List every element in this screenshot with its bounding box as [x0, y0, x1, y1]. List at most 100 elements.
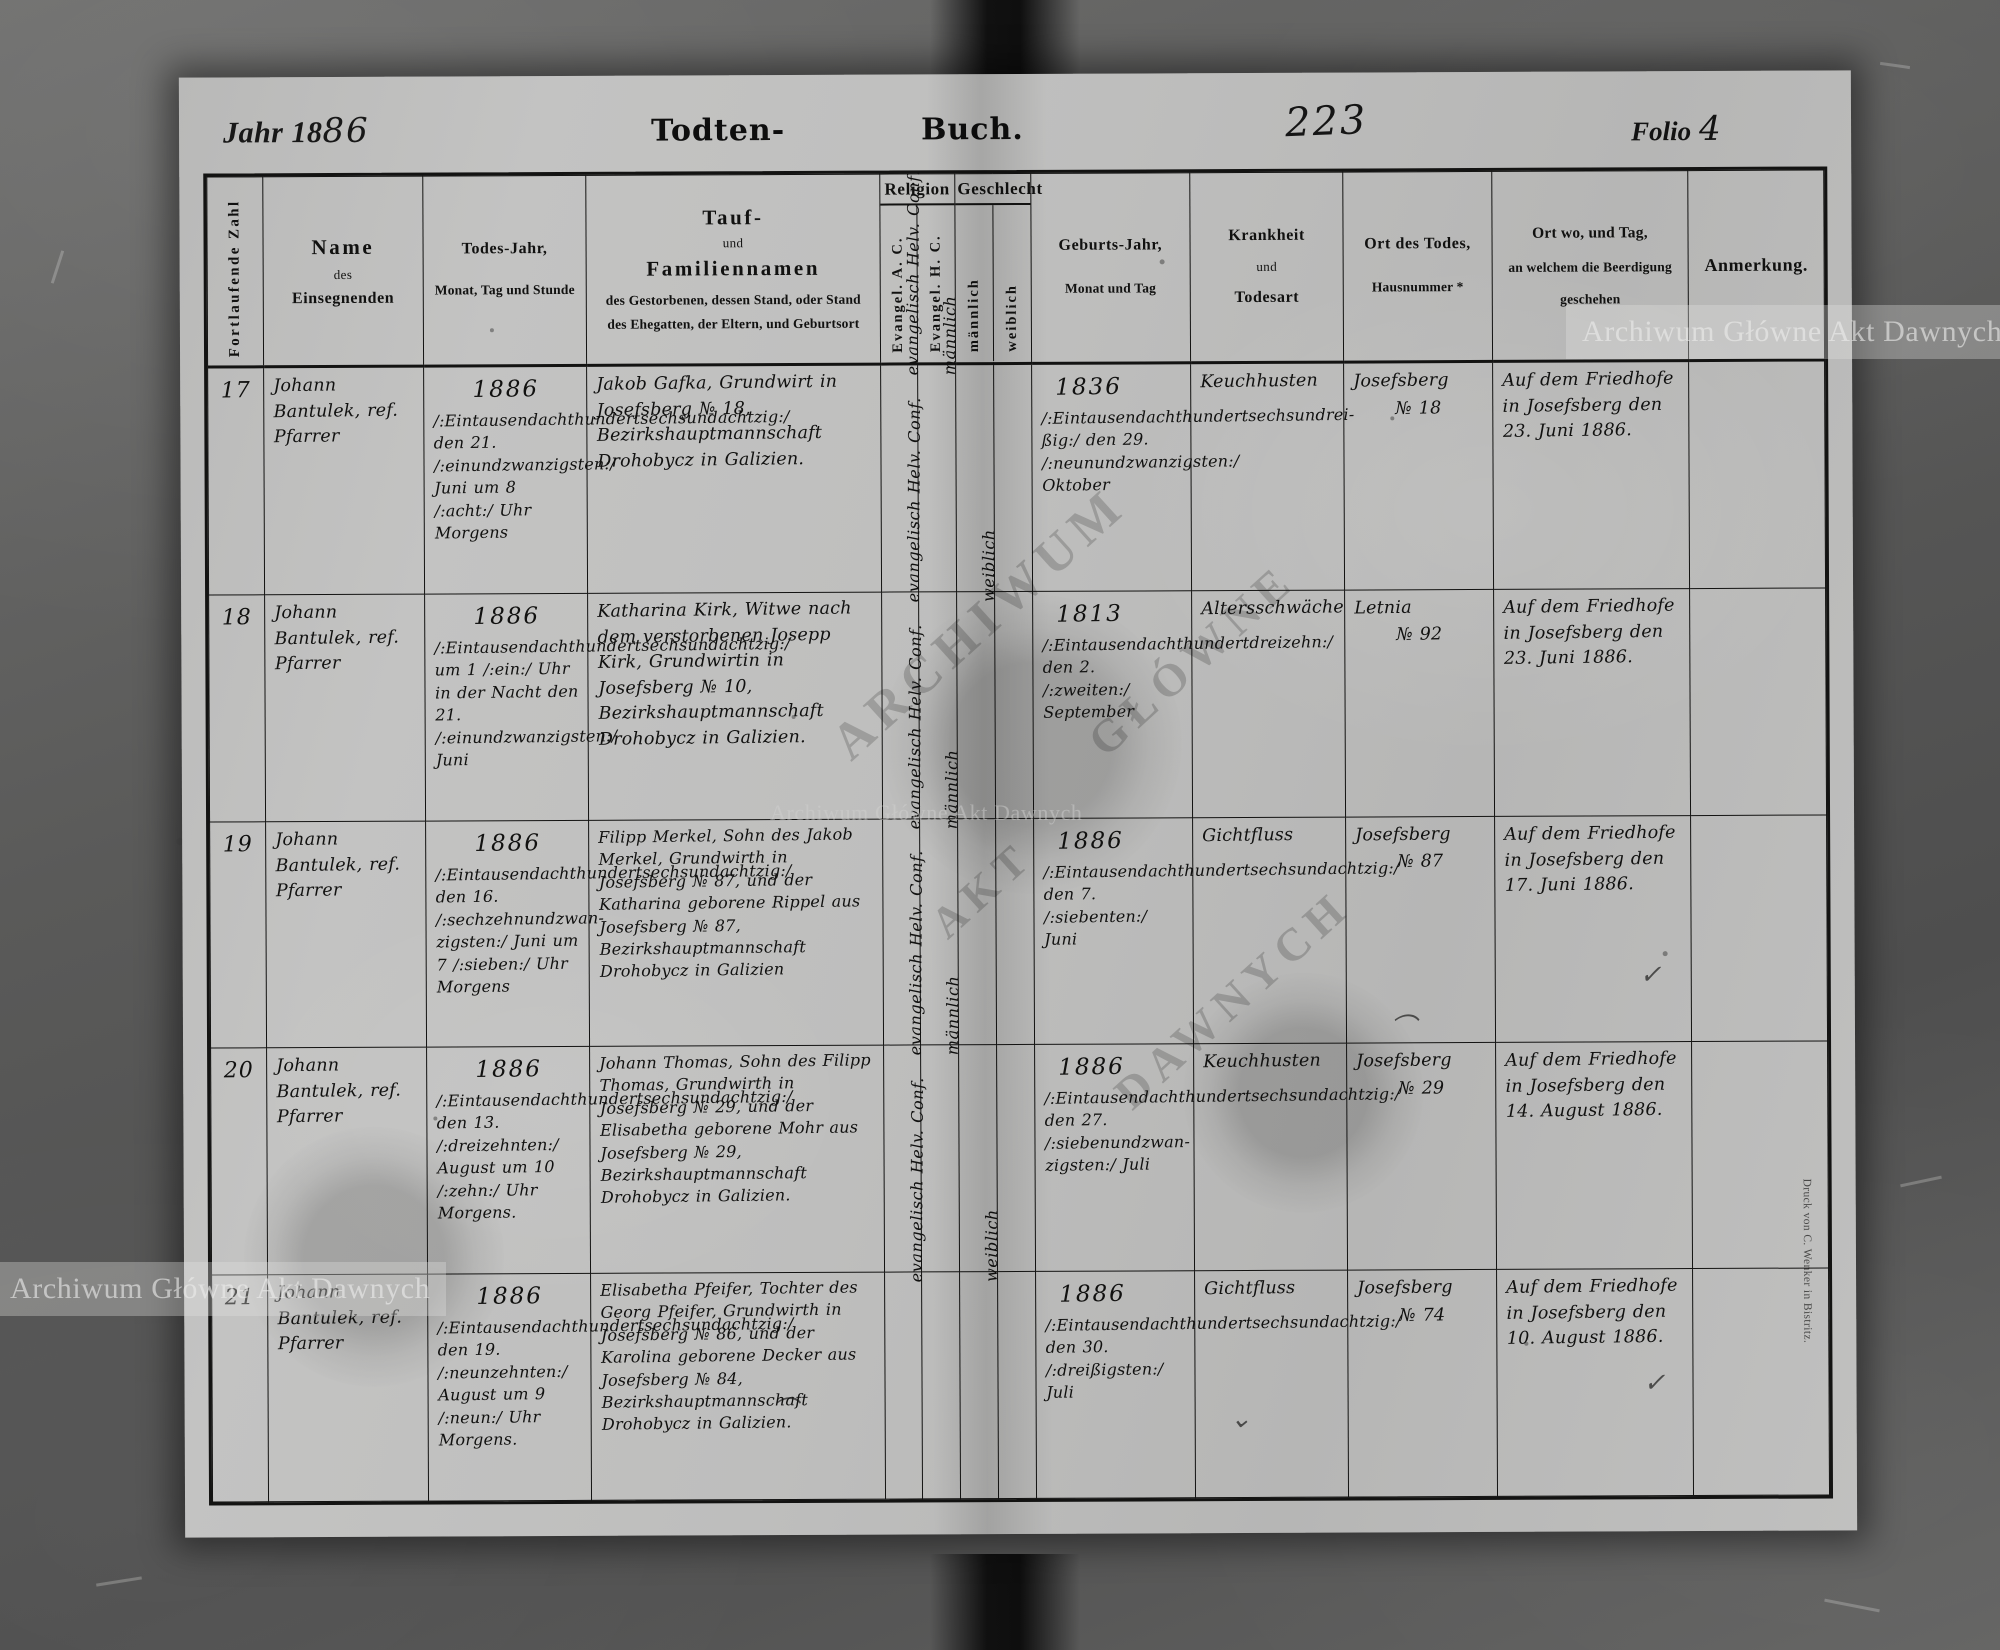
year-handwritten: 86 — [322, 110, 370, 152]
cell-officiant: Johann Bantulek, ref. Pfarrer — [266, 1047, 428, 1275]
binding-gutter-bottom — [930, 1554, 1080, 1650]
birth-year: 1813 — [1055, 600, 1123, 628]
col-header-name-line3: Einsegnenden — [291, 289, 395, 307]
cell-sex-male — [959, 1271, 999, 1499]
col-header-birth-line2: Monat und Tag — [1064, 280, 1157, 297]
cell-officiant: Johann Bantulek, ref. Pfarrer — [265, 820, 427, 1049]
death-year: 1886 — [472, 602, 540, 630]
scan-artifact — [50, 250, 65, 284]
cell-birth-date: 1886 /:Eintausendachthundertsechsundacht… — [1035, 1270, 1401, 1499]
cell-illness: Gichtfluss — [1194, 1270, 1349, 1498]
cell-death-date: 1886 /:Eintausendachthundertsechsundacht… — [427, 1273, 794, 1502]
cell-sex-female: weiblich — [979, 529, 1034, 819]
cell-death-place: Josefsberg № 29 — [1346, 1042, 1497, 1271]
col-header-family-name: Tauf- und Familiennamen des Gestorbenen,… — [586, 174, 881, 366]
death-date-text: /:Eintausendachthundertsechsundachtzig:/… — [436, 1313, 794, 1450]
row-number: 20 — [223, 1058, 254, 1084]
col-header-burial: Ort wo, und Tag, an welchem die Beerdigu… — [1491, 170, 1689, 362]
birth-date-text: /:Eintausendachthundertdreizehn:/ den 2.… — [1041, 631, 1333, 722]
cell-death-place: Josefsberg № 18 — [1343, 361, 1494, 590]
cell-family-name: Johann Thomas, Sohn des Filipp Thomas, G… — [589, 1045, 885, 1274]
cell-death-date: 1886 /:Eintausendachthundertsechsundacht… — [426, 1046, 792, 1275]
scan-artifact — [1900, 1175, 1942, 1188]
cell-sex-female — [995, 818, 1035, 1045]
death-year: 1886 — [471, 376, 539, 404]
death-place-value: Josefsberg — [1355, 823, 1451, 846]
birth-year: 1886 — [1057, 1054, 1125, 1082]
deceased-description: Filipp Merkel, Sohn des Jakob Merkel, Gr… — [598, 824, 861, 981]
sex-female-value: weiblich — [978, 528, 999, 602]
table-row[interactable]: 17 Johann Bantulek, ref. Pfarrer 1886 /:… — [207, 170, 1826, 595]
cell-religion-hc: evangelisch Helv. Conf. — [906, 1077, 961, 1499]
cell-running-number: 19 — [209, 821, 267, 1049]
illness-value: Keuchhusten — [1203, 1051, 1322, 1073]
col-header-burial-line2: an welchem die Beerdigung — [1508, 258, 1672, 275]
col-header-family-line2: und — [722, 235, 744, 251]
death-date-text: /:Eintausendachthundertsechsundachtzig:/… — [433, 633, 791, 770]
register-page: Jahr 1886 Todten- Buch. 223 Folio 4 — [178, 70, 1858, 1538]
book-title-left: Todten- — [650, 113, 786, 149]
death-year: 1886 — [474, 1056, 542, 1084]
cell-burial: Auf dem Friedhofe in Josefsberg den 23. … — [1492, 360, 1690, 590]
col-header-death-place: Ort des Todes, Hausnummer * — [1342, 171, 1493, 363]
col-header-name-line1: Name — [311, 234, 375, 259]
cell-officiant: Johann Bantulek, ref. Pfarrer — [264, 593, 426, 822]
cell-religion-ac — [884, 1272, 923, 1500]
cell-family-name: Katharina Kirk, Witwe nach dem verstorbe… — [587, 591, 883, 820]
cell-illness: Altersschwäche — [1191, 589, 1346, 818]
deceased-description: Johann Thomas, Sohn des Filipp Thomas, G… — [599, 1050, 872, 1208]
row-number: 21 — [224, 1285, 255, 1311]
table-row[interactable]: 18 Johann Bantulek, ref. Pfarrer 1886 /:… — [208, 397, 1827, 822]
cell-death-date: 1886 /:Eintausendachthundertsechsundacht… — [424, 593, 791, 821]
death-place-value: Letnia — [1354, 597, 1413, 619]
burial-value: Auf dem Friedhofe in Josefsberg den 10. … — [1505, 1275, 1678, 1350]
remark-value — [1700, 820, 1817, 822]
folio-label: Folio — [1631, 116, 1692, 147]
table-row[interactable]: 20 Johann Bantulek, ref. Pfarrer 1886 /:… — [210, 850, 1829, 1276]
remark-value — [1698, 366, 1815, 368]
col-header-illness-line1: Krankheit — [1228, 226, 1305, 245]
cell-sex-female: weiblich — [982, 1209, 1037, 1499]
scan-artifact — [1879, 61, 1911, 70]
col-header-sex-male-label: männlich — [965, 278, 982, 353]
burial-value: Auf dem Friedhofe in Josefsberg den 17. … — [1503, 822, 1676, 896]
cell-birth-date: 1886 /:Eintausendachthundertsechsundacht… — [1034, 1044, 1400, 1272]
burial-value: Auf dem Friedhofe in Josefsberg den 23. … — [1501, 368, 1674, 442]
birth-year: 1886 — [1058, 1280, 1126, 1308]
cell-death-place: Letnia № 92 — [1344, 589, 1495, 817]
sex-male-value: männlich — [942, 749, 962, 829]
cell-running-number: 17 — [207, 366, 265, 595]
death-year: 1886 — [473, 829, 541, 857]
religion-hc-value: evangelisch Helv. Conf. — [905, 850, 926, 1056]
cell-remark — [1689, 587, 1827, 816]
col-header-illness-line2: und — [1256, 258, 1278, 274]
col-header-sex-group: Geschlecht männlich weiblich — [954, 173, 1043, 364]
illness-value: Keuchhusten — [1200, 370, 1319, 393]
cell-death-place: Josefsberg № 74 — [1347, 1269, 1498, 1498]
burial-value: Auf dem Friedhofe in Josefsberg den 23. … — [1502, 595, 1675, 669]
cell-officiant: Johann Bantulek, ref. Pfarrer — [263, 366, 425, 595]
cell-family-name: Jakob Gafka, Grundwirt in Josefsberg № 1… — [587, 364, 882, 594]
cell-family-name: Elisabetha Pfeifer, Tochter des Georg Pf… — [590, 1272, 886, 1501]
cell-family-name: Filipp Merkel, Sohn des Jakob Merkel, Gr… — [588, 818, 884, 1047]
row-number: 18 — [221, 604, 253, 631]
death-place-value: Josefsberg — [1357, 1277, 1453, 1299]
birth-date-text: /:Eintausendachthundertsechsundrei-ßig:/… — [1040, 404, 1354, 496]
cell-birth-date: 1886 /:Eintausendachthundertsechsundacht… — [1033, 817, 1399, 1045]
col-header-name-line2: des — [333, 266, 353, 282]
table-row[interactable]: 21 Johann Bantulek, ref. Pfarrer 1886 /:… — [211, 1077, 1830, 1503]
col-header-burial-line1: Ort wo, und Tag, — [1532, 224, 1648, 242]
table-row[interactable]: 19 Johann Bantulek, ref. Pfarrer 1886 /:… — [209, 624, 1828, 1049]
col-header-running-number: Fortlaufende Zahl — [206, 176, 264, 368]
col-header-illness: Krankheit und Todesart — [1189, 172, 1344, 363]
illness-value: Gichtfluss — [1202, 824, 1294, 846]
cell-running-number: 18 — [208, 594, 266, 822]
sex-female-value: weiblich — [981, 1209, 1002, 1283]
birth-year: 1886 — [1056, 827, 1124, 855]
row-number: 19 — [222, 831, 253, 858]
cell-running-number: 20 — [210, 1048, 268, 1276]
remark-value — [1699, 593, 1816, 595]
table-header-row: Fortlaufende Zahl Name des Einsegnenden — [206, 169, 1825, 368]
death-place-value: Josefsberg — [1353, 370, 1449, 392]
col-header-death-date-line2: Monat, Tag und Stunde — [434, 282, 575, 298]
